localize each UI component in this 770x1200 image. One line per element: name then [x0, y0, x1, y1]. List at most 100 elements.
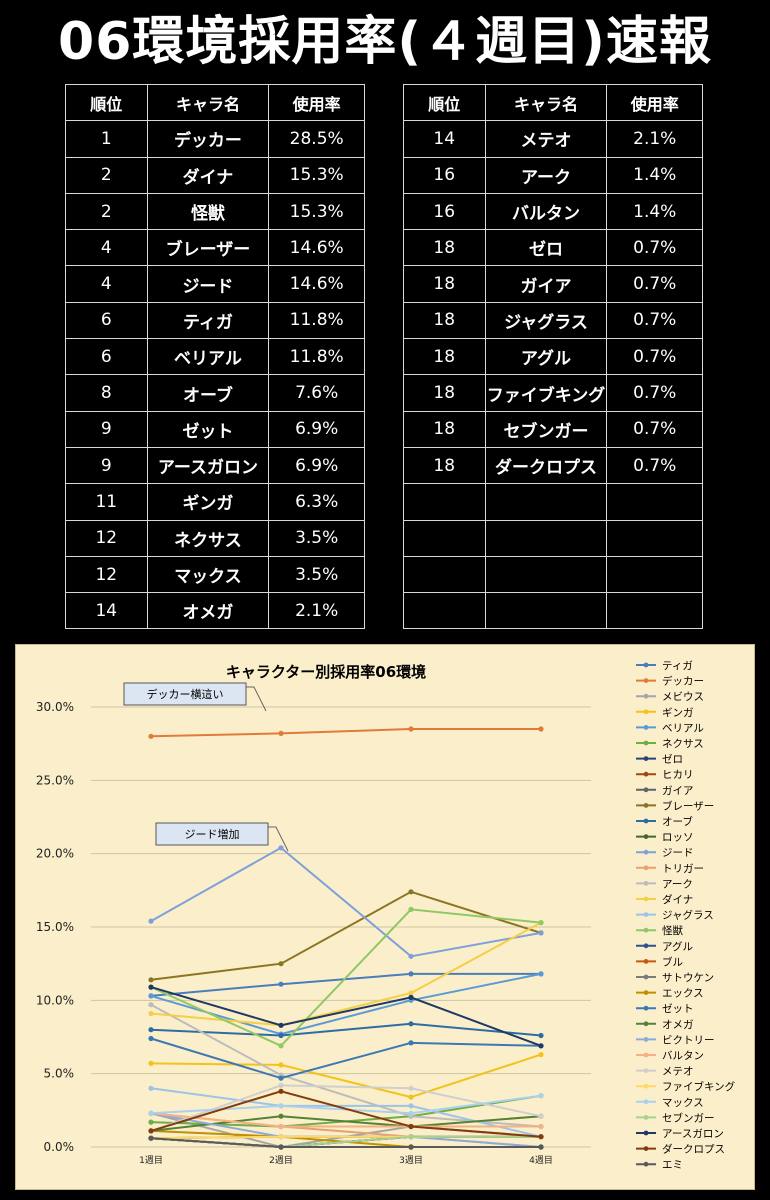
table-row: 4 ジード 14.6%: [65, 265, 365, 303]
rank-cell: [403, 519, 486, 557]
data-point: [538, 1093, 544, 1099]
data-point: [538, 1123, 544, 1130]
data-point: [408, 1134, 414, 1140]
legend-marker: [643, 756, 649, 761]
table-row: 8 オーブ 7.6%: [65, 374, 365, 412]
rate-cell: 11.8%: [268, 338, 365, 376]
rate-cell: 1.4%: [606, 192, 703, 231]
data-point: [278, 1103, 284, 1109]
legend-label: 怪獣: [662, 924, 683, 937]
name-cell: ジード: [146, 265, 270, 303]
legend-marker: [643, 974, 649, 980]
legend-label: ヒカリ: [662, 769, 694, 781]
legend-label: アグル: [662, 940, 693, 953]
table-header-row: 順位 キャラ名 使用率: [403, 83, 703, 122]
data-point: [278, 1032, 284, 1039]
data-point: [278, 1043, 284, 1049]
rate-cell: 0.7%: [606, 374, 703, 412]
rank-cell: 18: [403, 338, 486, 376]
table-row: 16 バルタン 1.4%: [403, 192, 703, 231]
legend-label: ダイナ: [662, 893, 693, 906]
rank-cell: 6: [65, 338, 148, 376]
name-cell: セブンガー: [484, 410, 608, 448]
rank-cell: 2: [65, 192, 148, 231]
rank-cell: 6: [65, 301, 148, 340]
data-point: [148, 1110, 154, 1116]
data-point: [408, 1085, 414, 1091]
table-row: 2 怪獣 15.3%: [65, 192, 365, 231]
table-row: [403, 519, 703, 557]
rate-cell: 6.3%: [268, 483, 365, 521]
data-point: [148, 993, 154, 999]
legend-label: セブンガー: [662, 1111, 715, 1124]
legend-label: メテオ: [662, 1066, 694, 1078]
table-row: 18 ダークロプス 0.7%: [403, 446, 703, 485]
rank-cell: 18: [403, 229, 486, 267]
legend-marker: [643, 1068, 649, 1073]
legend-label: トリガー: [662, 863, 704, 875]
name-cell: ブレーザー: [146, 229, 270, 267]
name-cell: メテオ: [484, 120, 608, 158]
y-tick-label: 10.0%: [36, 993, 74, 1007]
table-row: 9 アースガロン 6.9%: [65, 446, 365, 485]
series-line: [150, 986, 542, 1047]
data-point: [278, 730, 284, 736]
name-cell: ダイナ: [146, 156, 270, 194]
chart-title: キャラクター別採用率06環境: [226, 663, 426, 681]
legend-marker: [643, 1130, 649, 1136]
series-line: [150, 1022, 542, 1037]
legend-marker: [643, 771, 649, 777]
legend-marker: [643, 725, 649, 730]
data-point: [148, 1035, 154, 1042]
data-point: [408, 990, 414, 996]
legend-label: ネクサス: [662, 738, 704, 750]
name-cell: ファイブキング: [484, 374, 608, 412]
legend-marker: [643, 1115, 649, 1120]
rank-cell: [403, 483, 486, 521]
rate-cell: [606, 483, 703, 521]
rate-cell: 14.6%: [268, 265, 365, 303]
data-point: [278, 1144, 284, 1150]
data-point: [408, 726, 414, 732]
data-point: [408, 1094, 414, 1100]
legend-label: ティガ: [662, 660, 693, 672]
data-point: [278, 1082, 284, 1088]
legend-label: エミ: [662, 1159, 683, 1171]
data-point: [408, 1144, 414, 1150]
annotation-text: ジード増加: [185, 828, 240, 841]
legend-label: オーブ: [662, 815, 693, 828]
series-line: [150, 890, 542, 981]
y-tick-label: 25.0%: [36, 773, 74, 787]
name-cell: デッカー: [146, 120, 270, 158]
rank-cell: 14: [403, 120, 486, 158]
name-cell: ダークロプス: [484, 446, 608, 485]
ranking-table-left: 順位 キャラ名 使用率 1 デッカー 28.5% 2 ダイナ 15.3% 2 怪獣 15.3% 4…: [65, 83, 365, 630]
data-point: [148, 1010, 154, 1017]
data-point: [408, 889, 414, 895]
rank-cell: 2: [65, 156, 148, 194]
annotation-box: [155, 822, 269, 846]
series-line: [150, 1137, 541, 1148]
legend-marker: [643, 740, 649, 746]
y-tick-label: 20.0%: [36, 847, 74, 861]
legend-marker: [643, 896, 649, 902]
data-point: [408, 994, 414, 1000]
legend-label: アースガロン: [662, 1128, 724, 1140]
data-point: [538, 726, 544, 732]
data-point: [278, 961, 284, 967]
legend-label: ゼット: [662, 1003, 694, 1015]
legend-label: ジード: [662, 847, 694, 859]
name-cell: [484, 519, 608, 557]
legend-marker: [643, 662, 649, 668]
data-point: [278, 1113, 284, 1119]
rank-cell: [403, 555, 486, 594]
data-point: [538, 920, 544, 926]
table-row: 18 ゼロ 0.7%: [403, 229, 703, 267]
rank-cell: 8: [65, 374, 148, 412]
legend-marker: [643, 927, 649, 933]
rank-cell: 18: [403, 446, 486, 485]
rank-cell: 11: [65, 483, 148, 521]
table-row: 18 ジャグラス 0.7%: [403, 301, 703, 340]
table-row: 11 ギンガ 6.3%: [65, 483, 365, 521]
name-cell: マックス: [146, 555, 270, 594]
